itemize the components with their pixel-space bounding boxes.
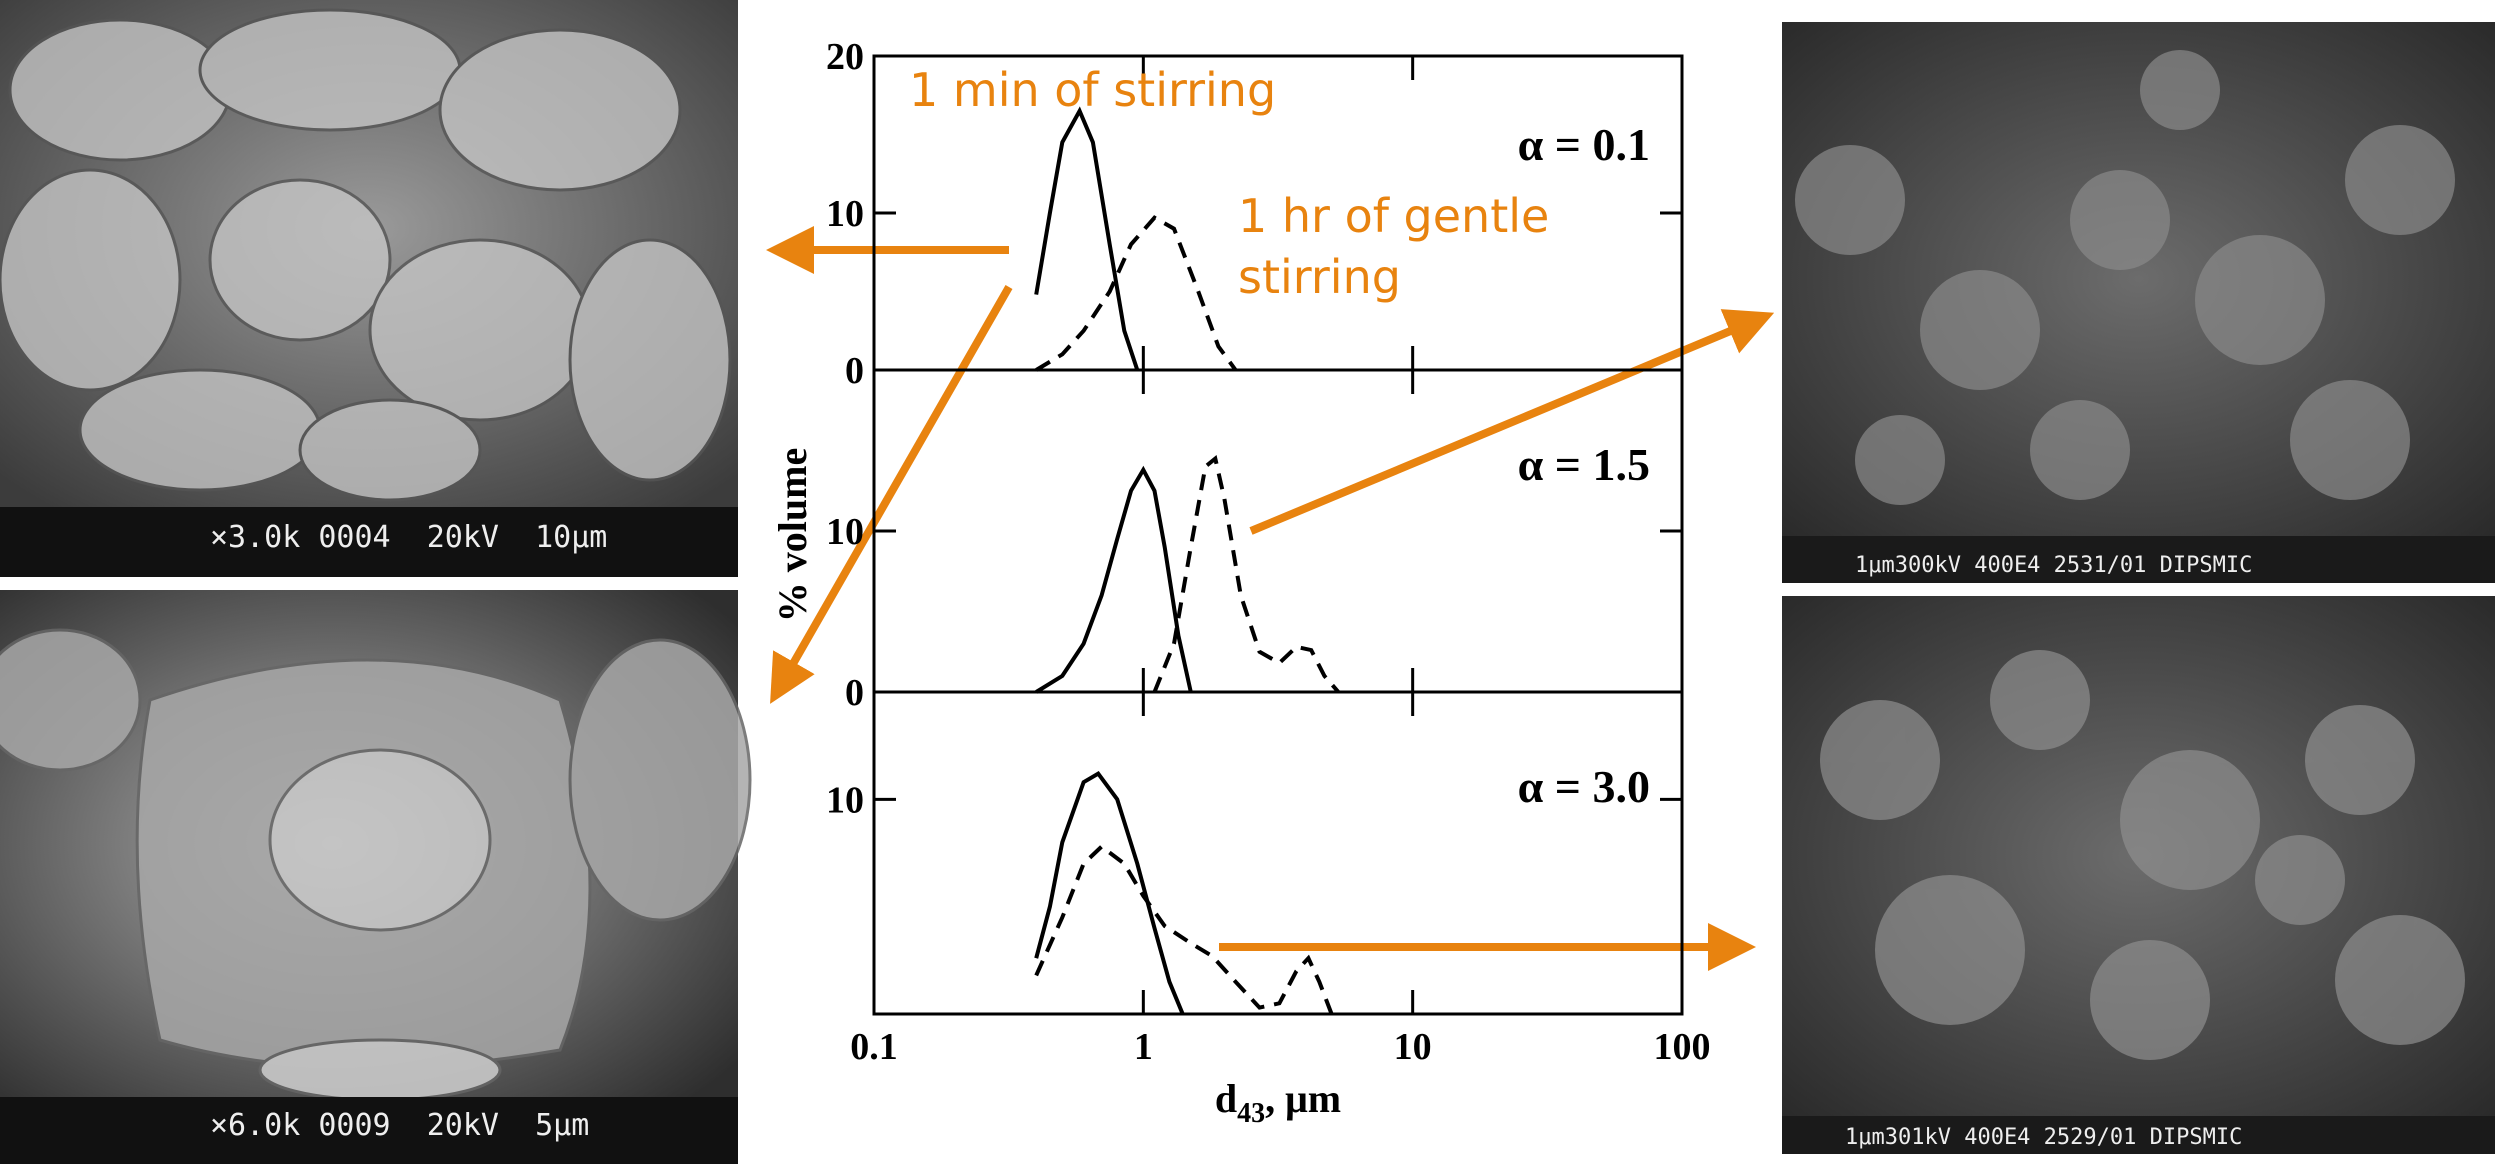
x-tick-label: 1: [1134, 1026, 1153, 1068]
data-line: [1034, 770, 1185, 1015]
sem-image: [1782, 22, 2495, 583]
x-axis-label-part: d: [1215, 1076, 1237, 1121]
y-axis-label: % volume: [770, 448, 815, 622]
image-caption: 1μm301kV 400E4 2529/01 DIPSMIC: [1845, 1125, 2242, 1150]
panel-label: α = 1.5: [1518, 439, 1650, 490]
y-tick-label: 10: [826, 511, 864, 553]
data-line: [1152, 455, 1340, 694]
sem-image: [0, 590, 752, 1164]
plot-frame: [872, 368, 1684, 694]
y-tick-label: 10: [826, 193, 864, 235]
x-tick-label: 10: [1394, 1026, 1432, 1068]
annotation: 1 min of stirring: [909, 63, 1276, 117]
sem-image: [1782, 596, 2495, 1154]
x-axis-label-part: , μm: [1265, 1076, 1341, 1121]
data-line: [1035, 215, 1238, 372]
data-line: [1034, 843, 1334, 1015]
image-caption: 1μm300kV 400E4 2531/01 DIPSMIC: [1855, 553, 2252, 578]
x-tick-label: 0.1: [850, 1026, 898, 1068]
x-tick-label: 100: [1654, 1026, 1711, 1068]
image-caption: ×6.0k 0009 20kV 5μm: [210, 1108, 589, 1143]
plot-frame: [872, 690, 1684, 1016]
annotation: 1 hr of gentle: [1238, 189, 1549, 243]
arrows: [766, 226, 1775, 971]
x-axis-label: d43, μm: [1215, 1076, 1341, 1129]
data-line: [1034, 106, 1140, 371]
y-tick-label: 20: [826, 36, 864, 78]
sem-image: [0, 0, 738, 577]
annotation: stirring: [1238, 250, 1401, 304]
x-axis-label-part: 43: [1237, 1098, 1265, 1129]
y-tick-label: 10: [826, 779, 864, 821]
data-line: [1035, 465, 1193, 694]
y-tick-label: 0: [845, 350, 864, 392]
y-tick-label: 0: [845, 672, 864, 714]
panel-label: α = 0.1: [1518, 119, 1650, 170]
panel-label: α = 3.0: [1518, 761, 1650, 812]
image-caption: ×3.0k 0004 20kV 10μm: [210, 520, 607, 555]
